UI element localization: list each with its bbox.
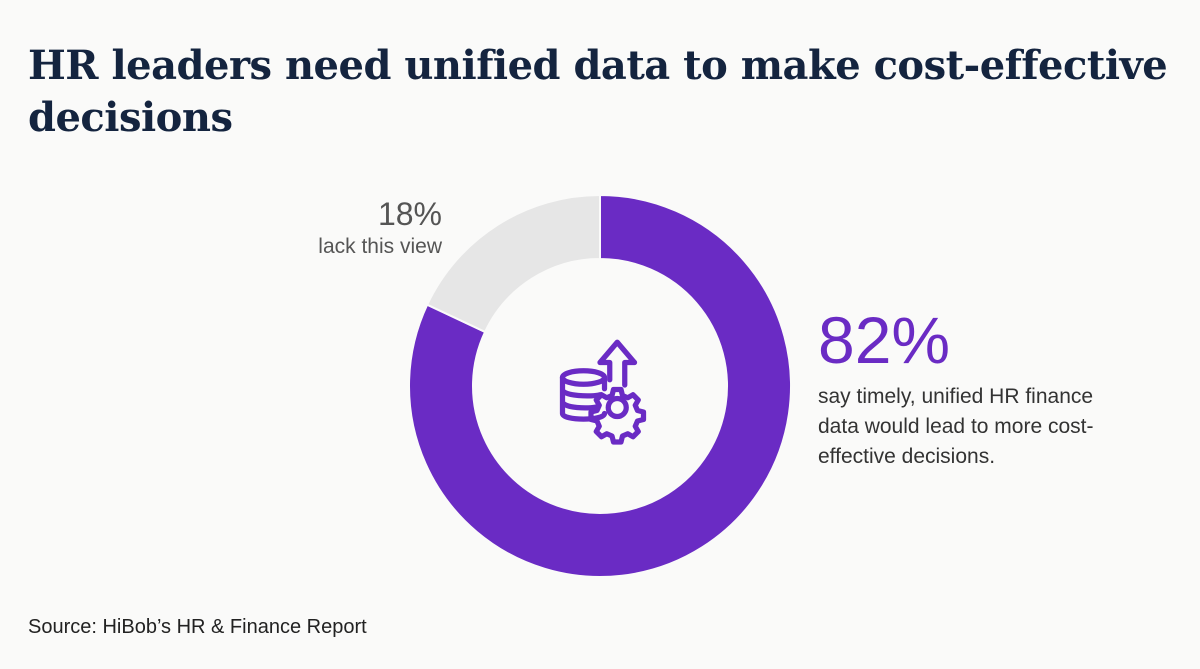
major-segment-label: 82% say timely, unified HR finance data … bbox=[818, 300, 1118, 472]
major-category-label: say timely, unified HR finance data woul… bbox=[818, 385, 1094, 468]
page-title: HR leaders need unified data to make cos… bbox=[28, 42, 1168, 141]
minor-segment-label: 18% lack this view bbox=[250, 195, 442, 261]
minor-value-label: 18% bbox=[377, 196, 442, 232]
donut-slice-1 bbox=[425, 193, 601, 334]
database-gear-arrow-up-icon bbox=[559, 339, 647, 445]
minor-category-label: lack this view bbox=[318, 235, 442, 258]
major-value-label: 82% bbox=[818, 303, 951, 377]
donut-slice-0 bbox=[408, 193, 792, 578]
source-note: Source: HiBob’s HR & Finance Report bbox=[28, 616, 367, 638]
